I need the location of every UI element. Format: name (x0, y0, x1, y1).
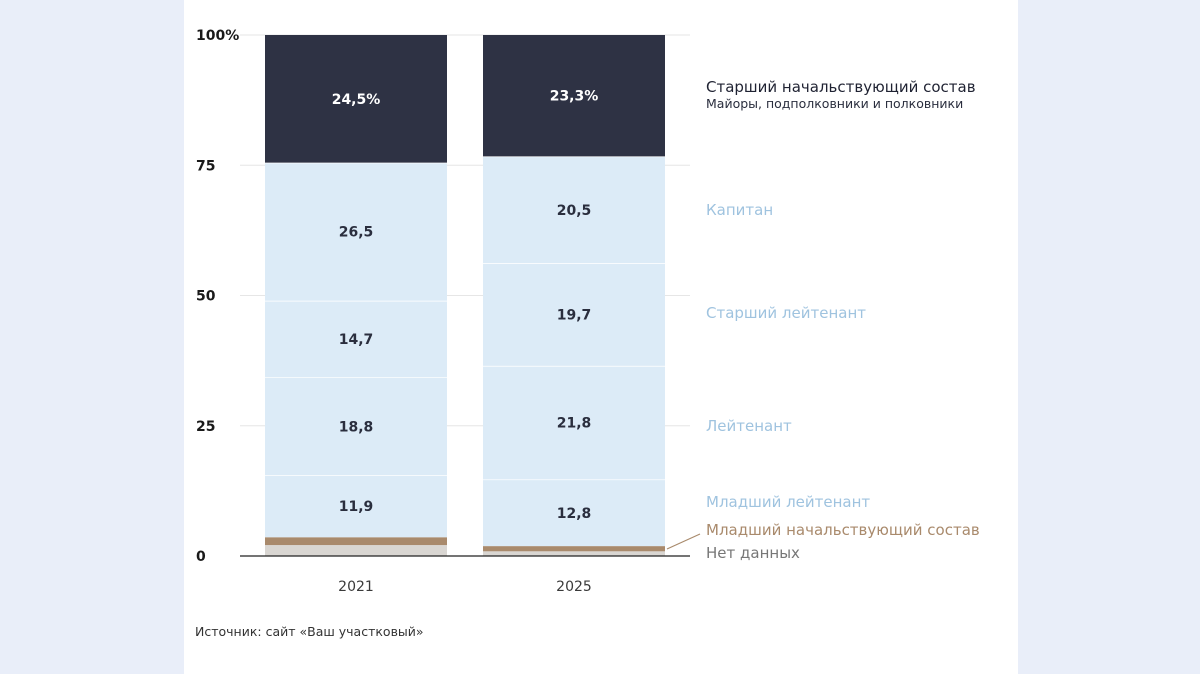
data-label: 14,7 (339, 332, 374, 348)
legend-label: Капитан (706, 201, 773, 219)
data-label: 12,8 (557, 506, 592, 522)
legend-label: Старший лейтенант (706, 304, 866, 322)
y-tick-label: 100% (196, 28, 239, 44)
y-tick-label: 75 (196, 158, 215, 174)
bar-segment (483, 546, 665, 551)
source-note: Источник: сайт «Ваш участковый» (195, 624, 424, 639)
data-label: 19,7 (557, 308, 592, 324)
legend-sublabel: Майоры, подполковники и полковники (706, 96, 963, 111)
legend-connector (667, 534, 700, 549)
legend-label: Старший начальствующий состав (706, 78, 976, 96)
y-tick-label: 0 (196, 549, 206, 565)
y-tick-label: 25 (196, 419, 215, 435)
x-tick-label: 2021 (338, 579, 374, 595)
legend-label: Младший начальствующий состав (706, 521, 980, 539)
data-label: 11,9 (339, 499, 374, 515)
legend-label: Нет данных (706, 544, 800, 562)
data-label: 21,8 (557, 416, 592, 432)
data-label: 26,5 (339, 225, 374, 241)
data-label: 20,5 (557, 203, 592, 219)
y-tick-label: 50 (196, 289, 216, 305)
data-label: 23,3% (550, 89, 599, 105)
legend-label: Младший лейтенант (706, 493, 870, 511)
bar-segment (265, 537, 447, 545)
data-label: 18,8 (339, 419, 374, 435)
bar-segment (483, 551, 665, 556)
bar-segment (265, 545, 447, 556)
legend-label: Лейтенант (706, 417, 792, 435)
data-label: 24,5% (332, 92, 381, 108)
x-tick-label: 2025 (556, 579, 592, 595)
